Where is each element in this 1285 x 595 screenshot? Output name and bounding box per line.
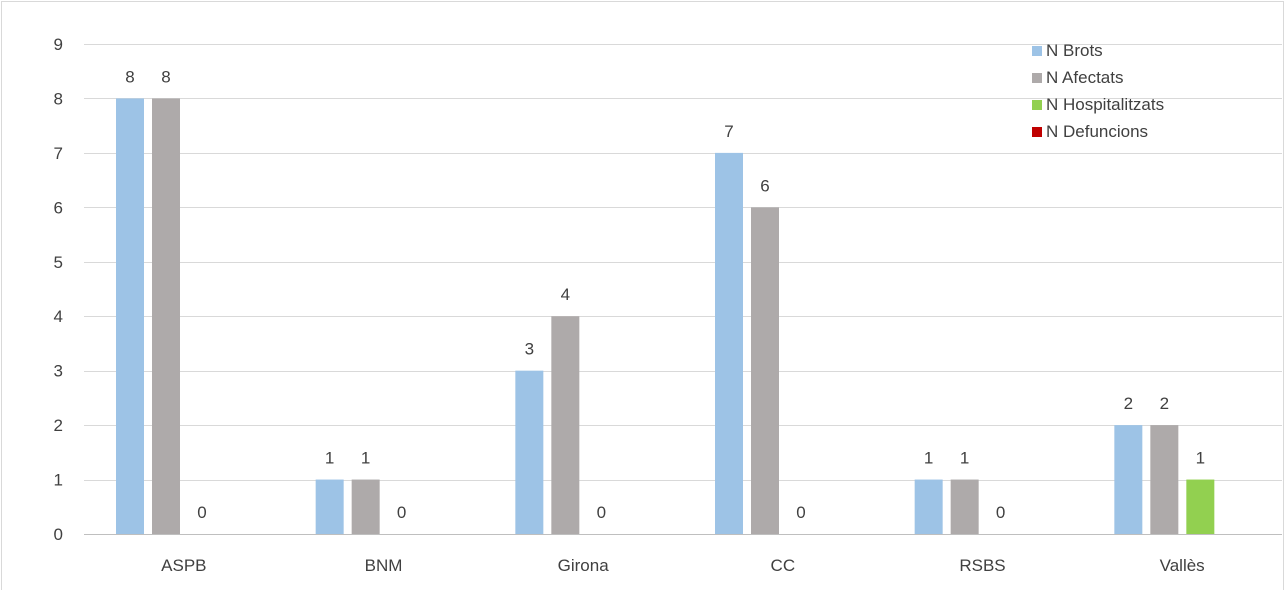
data-label: 1: [924, 449, 933, 468]
bar: [1186, 479, 1215, 534]
legend-label: N Defuncions: [1046, 122, 1148, 141]
data-label: 8: [125, 67, 134, 86]
x-tick-label: Girona: [558, 556, 610, 575]
y-tick-label: 4: [54, 307, 63, 326]
y-tick-label: 5: [54, 253, 63, 272]
y-tick-label: 2: [54, 416, 63, 435]
bar: [315, 479, 344, 534]
legend-label: N Hospitalitzats: [1046, 95, 1164, 114]
data-label: 0: [996, 503, 1005, 522]
y-tick-label: 8: [54, 89, 63, 108]
bar: [1114, 425, 1143, 534]
legend-swatch: [1032, 73, 1042, 83]
data-label: 1: [1196, 449, 1205, 468]
y-tick-label: 7: [54, 144, 63, 163]
bar: [751, 207, 779, 535]
legend-label: N Afectats: [1046, 68, 1123, 87]
data-label: 6: [760, 176, 769, 195]
x-tick-label: Vallès: [1160, 556, 1205, 575]
data-label: 4: [561, 285, 570, 304]
data-label: 1: [361, 449, 370, 468]
y-tick-label: 3: [54, 362, 63, 381]
x-tick-label: BNM: [365, 556, 403, 575]
data-label: 7: [724, 122, 733, 141]
bar: [152, 98, 180, 534]
y-tick-label: 1: [54, 471, 63, 490]
data-label: 1: [960, 449, 969, 468]
y-tick-label: 0: [54, 525, 63, 544]
bar: [515, 370, 544, 534]
data-label: 8: [161, 67, 170, 86]
x-tick-label: CC: [771, 556, 796, 575]
data-label: 1: [325, 449, 334, 468]
legend-label: N Brots: [1046, 41, 1103, 60]
data-label: 0: [597, 503, 606, 522]
data-label: 0: [397, 503, 406, 522]
data-label: 3: [525, 340, 534, 359]
data-label: 2: [1124, 394, 1133, 413]
x-tick-label: ASPB: [161, 556, 206, 575]
data-label: 0: [197, 503, 206, 522]
legend-swatch: [1032, 46, 1042, 56]
data-label: 2: [1160, 394, 1169, 413]
y-tick-label: 9: [54, 35, 63, 54]
bar: [351, 479, 380, 534]
legend-swatch: [1032, 127, 1042, 137]
bar: [914, 479, 943, 534]
bar: [950, 479, 979, 534]
bar: [551, 316, 580, 534]
bar: [116, 98, 144, 534]
bar: [715, 152, 743, 534]
legend-swatch: [1032, 100, 1042, 110]
bar: [1150, 425, 1179, 534]
y-tick-label: 6: [54, 198, 63, 217]
data-label: 0: [796, 503, 805, 522]
x-tick-label: RSBS: [959, 556, 1005, 575]
